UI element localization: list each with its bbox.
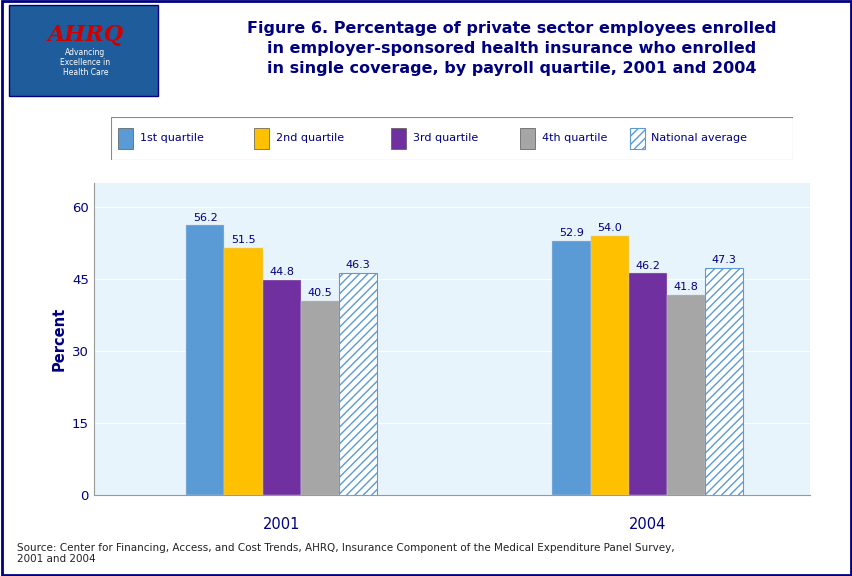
- Text: AHRQ: AHRQ: [47, 24, 124, 46]
- Bar: [705, 268, 743, 495]
- Bar: [118, 128, 133, 149]
- Bar: [9, 5, 158, 96]
- Text: 4th quartile: 4th quartile: [542, 132, 607, 143]
- Bar: [628, 274, 666, 495]
- Bar: [254, 128, 269, 149]
- Bar: [666, 294, 705, 495]
- Text: National average: National average: [651, 132, 746, 143]
- Text: 2nd quartile: 2nd quartile: [276, 132, 343, 143]
- Bar: [338, 273, 377, 495]
- Text: 40.5: 40.5: [308, 288, 332, 298]
- Text: 46.2: 46.2: [635, 260, 659, 271]
- Bar: [552, 241, 590, 495]
- Bar: [390, 128, 406, 149]
- Bar: [629, 128, 644, 149]
- Bar: [301, 301, 338, 495]
- Text: 2004: 2004: [629, 517, 666, 532]
- Text: 54.0: 54.0: [596, 223, 621, 233]
- Text: 52.9: 52.9: [558, 229, 584, 238]
- Text: 1st quartile: 1st quartile: [140, 132, 203, 143]
- Text: 47.3: 47.3: [711, 255, 736, 266]
- Text: 41.8: 41.8: [673, 282, 698, 291]
- Y-axis label: Percent: Percent: [51, 307, 66, 372]
- Text: 46.3: 46.3: [345, 260, 370, 270]
- Text: Figure 6. Percentage of private sector employees enrolled
in employer-sponsored : Figure 6. Percentage of private sector e…: [247, 21, 775, 75]
- Bar: [224, 248, 262, 495]
- Text: 3rd quartile: 3rd quartile: [412, 132, 477, 143]
- Text: 56.2: 56.2: [193, 213, 217, 222]
- Text: 2001: 2001: [262, 517, 300, 532]
- Bar: [520, 128, 535, 149]
- Text: Advancing
Excellence in
Health Care: Advancing Excellence in Health Care: [60, 48, 110, 77]
- Text: Source: Center for Financing, Access, and Cost Trends, AHRQ, Insurance Component: Source: Center for Financing, Access, an…: [17, 543, 674, 564]
- Text: 44.8: 44.8: [269, 267, 294, 277]
- Bar: [186, 225, 224, 495]
- Text: 51.5: 51.5: [231, 235, 256, 245]
- Bar: [590, 236, 628, 495]
- Bar: [262, 280, 301, 495]
